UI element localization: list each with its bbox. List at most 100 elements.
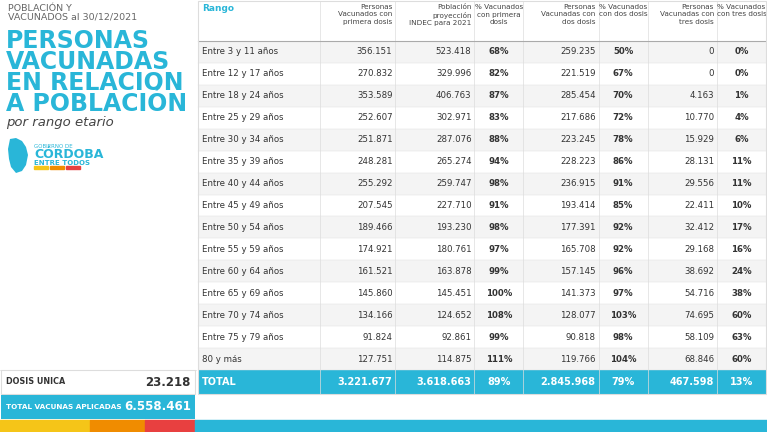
Text: 1%: 1% <box>734 91 749 100</box>
Text: 63%: 63% <box>731 333 752 342</box>
Text: 111%: 111% <box>486 355 512 364</box>
Text: 265.274: 265.274 <box>436 157 472 166</box>
Text: 60%: 60% <box>731 355 752 364</box>
Text: Entre 35 y 39 años: Entre 35 y 39 años <box>202 157 284 166</box>
Text: 174.921: 174.921 <box>357 245 393 254</box>
Bar <box>198 85 766 107</box>
Text: 523.418: 523.418 <box>436 48 472 57</box>
Bar <box>198 41 766 63</box>
Text: 270.832: 270.832 <box>357 70 393 78</box>
Text: 94%: 94% <box>489 157 509 166</box>
Text: 180.761: 180.761 <box>436 245 472 254</box>
Text: 15.929: 15.929 <box>684 135 714 144</box>
Bar <box>195 420 767 432</box>
Text: 10%: 10% <box>731 201 752 210</box>
Bar <box>198 370 766 394</box>
Text: 22.411: 22.411 <box>684 201 714 210</box>
Text: VACUNADAS: VACUNADAS <box>6 50 170 74</box>
Bar <box>198 216 766 238</box>
Text: 287.076: 287.076 <box>436 135 472 144</box>
Text: 0: 0 <box>709 48 714 57</box>
Bar <box>198 282 766 304</box>
Bar <box>198 194 766 216</box>
Text: 177.391: 177.391 <box>560 223 595 232</box>
Text: 259.747: 259.747 <box>436 179 472 188</box>
Text: 11%: 11% <box>731 157 752 166</box>
Text: % Vacunados
con primera
dosis: % Vacunados con primera dosis <box>475 4 523 25</box>
Text: 91%: 91% <box>489 201 509 210</box>
Bar <box>90 420 145 432</box>
Text: 98%: 98% <box>613 333 634 342</box>
Text: 87%: 87% <box>489 91 509 100</box>
Text: DOSIS UNICA: DOSIS UNICA <box>6 378 65 387</box>
Text: 103%: 103% <box>610 311 636 320</box>
Text: Personas
Vacunados con
primera dosis: Personas Vacunados con primera dosis <box>338 4 393 25</box>
Text: 163.878: 163.878 <box>436 267 472 276</box>
Text: 259.235: 259.235 <box>560 48 595 57</box>
Text: 248.281: 248.281 <box>357 157 393 166</box>
Text: 127.751: 127.751 <box>357 355 393 364</box>
Bar <box>145 420 195 432</box>
Text: TOTAL: TOTAL <box>202 377 237 387</box>
Text: 251.871: 251.871 <box>357 135 393 144</box>
Text: Entre 12 y 17 años: Entre 12 y 17 años <box>202 70 284 78</box>
Text: 285.454: 285.454 <box>560 91 595 100</box>
Text: 10.770: 10.770 <box>684 113 714 122</box>
Text: 83%: 83% <box>489 113 509 122</box>
Text: % Vacunados
con tres dosis: % Vacunados con tres dosis <box>716 4 766 18</box>
Text: 98%: 98% <box>489 179 509 188</box>
Text: 92%: 92% <box>613 223 634 232</box>
Text: 32.412: 32.412 <box>684 223 714 232</box>
Text: 88%: 88% <box>489 135 509 144</box>
Text: Personas
Vacunadas con
tres dosis: Personas Vacunadas con tres dosis <box>660 4 714 25</box>
Text: 104%: 104% <box>610 355 637 364</box>
Text: TOTAL VACUNAS APLICADAS: TOTAL VACUNAS APLICADAS <box>6 404 122 410</box>
Text: 92.861: 92.861 <box>442 333 472 342</box>
Text: 157.145: 157.145 <box>560 267 595 276</box>
Text: 79%: 79% <box>611 377 634 387</box>
Bar <box>1 370 195 394</box>
Text: 193.414: 193.414 <box>560 201 595 210</box>
Text: Entre 70 y 74 años: Entre 70 y 74 años <box>202 311 284 320</box>
Text: por rango etario: por rango etario <box>6 116 114 129</box>
Text: Entre 65 y 69 años: Entre 65 y 69 años <box>202 289 284 298</box>
Bar <box>198 348 766 370</box>
Text: 60%: 60% <box>731 311 752 320</box>
Polygon shape <box>8 138 28 173</box>
Text: 78%: 78% <box>613 135 634 144</box>
Text: 13%: 13% <box>730 377 753 387</box>
Text: 58.109: 58.109 <box>684 333 714 342</box>
Text: 0%: 0% <box>734 70 749 78</box>
Text: 98%: 98% <box>489 223 509 232</box>
Text: 227.710: 227.710 <box>436 201 472 210</box>
Text: ENTRE TODOS: ENTRE TODOS <box>34 160 90 166</box>
Text: 24%: 24% <box>731 267 752 276</box>
Text: 128.077: 128.077 <box>560 311 595 320</box>
Text: PERSONAS: PERSONAS <box>6 29 150 53</box>
Bar <box>66 166 80 169</box>
Bar <box>198 63 766 85</box>
Text: GOBIERNO DE: GOBIERNO DE <box>34 144 73 149</box>
Text: 467.598: 467.598 <box>670 377 714 387</box>
Text: 3.618.663: 3.618.663 <box>416 377 472 387</box>
Bar <box>198 151 766 173</box>
Bar <box>198 1 766 394</box>
Text: 252.607: 252.607 <box>357 113 393 122</box>
Text: Rango: Rango <box>202 4 234 13</box>
Text: 54.716: 54.716 <box>684 289 714 298</box>
Text: 16%: 16% <box>731 245 752 254</box>
Text: 302.971: 302.971 <box>436 113 472 122</box>
Text: CÓRDOBA: CÓRDOBA <box>34 149 104 162</box>
Text: 89%: 89% <box>487 377 511 387</box>
Text: 97%: 97% <box>613 289 634 298</box>
Text: Entre 18 y 24 años: Entre 18 y 24 años <box>202 91 284 100</box>
Text: 96%: 96% <box>613 267 634 276</box>
Text: Entre 60 y 64 años: Entre 60 y 64 años <box>202 267 284 276</box>
Text: Entre 45 y 49 años: Entre 45 y 49 años <box>202 201 284 210</box>
Text: 29.556: 29.556 <box>684 179 714 188</box>
Text: 28.131: 28.131 <box>684 157 714 166</box>
Text: 80 y más: 80 y más <box>202 355 242 364</box>
Text: 134.166: 134.166 <box>357 311 393 320</box>
Text: 91%: 91% <box>613 179 634 188</box>
Bar <box>0 420 90 432</box>
